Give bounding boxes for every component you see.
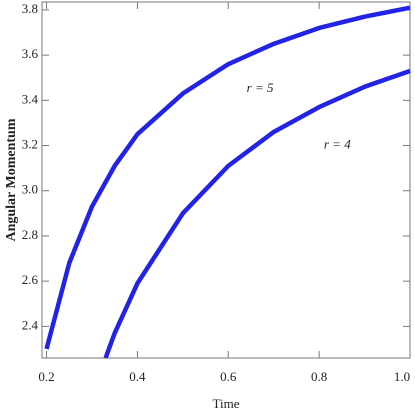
x-axis-label: Time: [213, 396, 240, 411]
x-tick-label: 0.8: [311, 369, 327, 384]
y-tick-label: 3.2: [22, 137, 38, 152]
plot-frame: [41, 1, 411, 359]
y-tick-label: 2.6: [22, 272, 39, 287]
y-axis-label: Angular Momentum: [4, 118, 19, 241]
annotation: r = 4: [324, 137, 351, 152]
y-tick-label: 3.6: [22, 46, 39, 61]
y-tick-label: 3.8: [22, 1, 38, 16]
y-tick-label: 3.0: [22, 182, 38, 197]
x-tick-label: 0.4: [129, 369, 146, 384]
y-tick-label: 2.4: [22, 317, 39, 332]
x-tick-label: 1.0: [394, 369, 410, 384]
line: [103, 68, 411, 359]
y-tick-label: 3.4: [22, 91, 39, 106]
x-tick-label: 0.6: [220, 369, 237, 384]
annotation: r = 5: [247, 80, 274, 95]
line: [44, 5, 411, 350]
x-tick-label: 0.2: [38, 369, 54, 384]
y-tick-label: 2.8: [22, 227, 38, 242]
